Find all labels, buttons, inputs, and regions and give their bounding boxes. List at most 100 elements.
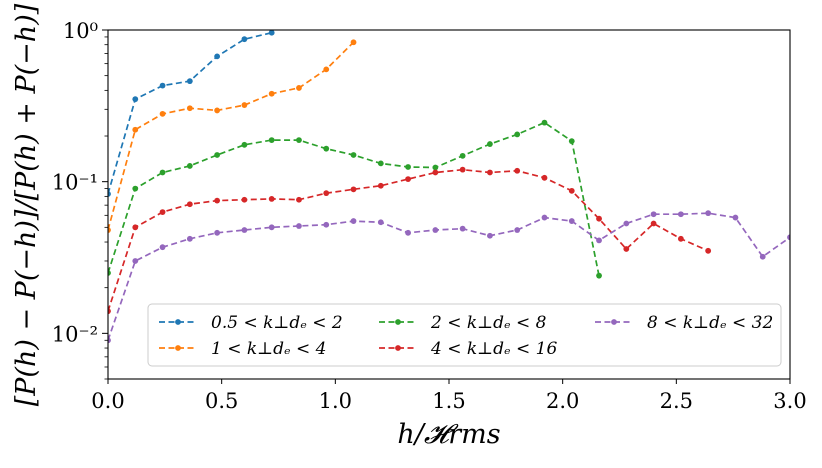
data-point [159, 209, 166, 216]
legend-box [147, 303, 782, 367]
data-point [268, 30, 275, 36]
data-point [514, 167, 521, 174]
data-point [132, 185, 139, 192]
data-point [186, 78, 193, 85]
data-point [350, 186, 357, 193]
series-line [108, 31, 272, 195]
data-point [268, 224, 275, 231]
x-tick-label: 0.5 [205, 389, 238, 413]
series-2 [108, 39, 357, 233]
series-5 [108, 210, 790, 344]
legend-item: 4 < k⊥dₑ < 16 [379, 339, 557, 359]
data-point [568, 138, 575, 145]
data-point [132, 126, 139, 133]
data-point [350, 218, 357, 224]
data-point [541, 174, 548, 181]
data-point [350, 39, 357, 46]
data-point [568, 187, 575, 194]
data-point [241, 196, 248, 203]
legend-label: 2 < k⊥dₑ < 8 [430, 313, 547, 333]
data-point [241, 102, 248, 108]
x-tick-label: 2.0 [546, 389, 579, 413]
data-point [214, 53, 221, 60]
x-tick-label: 1.0 [319, 389, 352, 413]
series-layer [108, 30, 790, 344]
legend-label: 1 < k⊥dₑ < 4 [211, 339, 327, 359]
data-point [623, 220, 630, 227]
legend-item: 0.5 < k⊥dₑ < 2 [159, 313, 343, 333]
data-point [323, 190, 330, 197]
data-point [268, 195, 275, 202]
data-point [787, 234, 790, 241]
data-point [323, 145, 330, 152]
data-point [296, 85, 302, 91]
data-point [432, 169, 439, 176]
plot-frame [107, 29, 791, 380]
data-point [268, 137, 275, 143]
data-point [323, 221, 330, 228]
data-point [487, 169, 493, 176]
data-point [159, 244, 166, 251]
data-point [705, 247, 712, 254]
data-point [650, 220, 657, 227]
x-tick-label: 2.5 [660, 389, 693, 413]
data-point [377, 160, 384, 167]
series-3 [108, 119, 602, 279]
data-point [241, 141, 248, 148]
legend-marker [611, 319, 617, 325]
tick-label-layer: 0.0 0.5 1.0 1.5 2.0 2.5 3.0 10⁻² 10⁻¹ 10⁰ [52, 19, 807, 413]
data-point [377, 182, 384, 189]
series-4 [108, 166, 712, 315]
x-tick-label: 0.0 [91, 389, 124, 413]
data-point [623, 246, 630, 252]
data-point [596, 237, 602, 244]
data-point [132, 224, 139, 231]
legend-label: 8 < k⊥dₑ < 32 [647, 313, 773, 333]
data-point [568, 218, 575, 224]
data-point [514, 131, 521, 138]
data-point [214, 107, 221, 114]
y-tick-label: 10⁰ [63, 19, 98, 43]
data-point [159, 110, 166, 117]
data-point [108, 227, 111, 233]
legend-item: 8 < k⊥dₑ < 32 [595, 313, 773, 333]
data-point [186, 105, 193, 112]
data-point [732, 214, 739, 221]
tick-layer [102, 29, 791, 384]
x-tick-label: 3.0 [773, 389, 806, 413]
y-tick-label: 10⁻² [52, 322, 98, 346]
legend-item: 1 < k⊥dₑ < 4 [159, 339, 327, 359]
series-line [108, 168, 709, 312]
y-axis-title: [P(h) − P(−h)]/[P(h) + P(−h)] [11, 3, 42, 406]
legend: 0.5 < k⊥dₑ < 2 1 < k⊥dₑ < 4 2 < k⊥dₑ < 8 4 … [147, 303, 782, 367]
data-point [432, 227, 439, 233]
data-point [405, 164, 411, 170]
data-point [296, 137, 302, 143]
data-point [186, 235, 193, 242]
data-point [214, 197, 221, 204]
data-point [108, 337, 111, 344]
data-point [405, 176, 411, 182]
y-tick-label: 10⁻¹ [52, 171, 98, 195]
data-point [132, 258, 139, 264]
data-point [487, 232, 493, 239]
data-point [405, 229, 411, 236]
data-point [186, 163, 193, 169]
data-point [159, 82, 166, 89]
data-point [132, 96, 139, 103]
data-point [323, 66, 330, 73]
data-point [650, 211, 657, 218]
data-point [677, 211, 684, 218]
data-point [241, 36, 248, 43]
legend-marker [175, 345, 181, 351]
data-point [759, 253, 766, 260]
data-point [487, 141, 493, 147]
x-tick-label: 1.5 [432, 389, 465, 413]
data-point [268, 90, 275, 97]
data-point [159, 169, 166, 176]
x-axis-title: h/𝓗rms [397, 419, 500, 450]
data-point [432, 164, 439, 171]
data-point [186, 201, 193, 208]
